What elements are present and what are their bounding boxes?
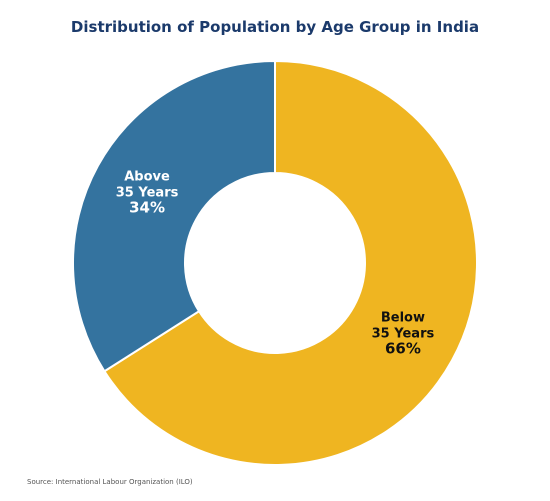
slice-label-line: Below bbox=[381, 310, 425, 325]
slice-percent: 66% bbox=[385, 339, 421, 357]
slice-label-line: 35 Years bbox=[116, 186, 179, 201]
slice-label-line: Above bbox=[124, 170, 170, 185]
slice-label-line: 35 Years bbox=[372, 326, 435, 341]
chart-title: Distribution of Population by Age Group … bbox=[70, 18, 480, 36]
slice-label-0: Below 35 Years 66% bbox=[372, 310, 435, 357]
slice-below-35-years bbox=[103, 59, 478, 466]
slice-percent: 34% bbox=[129, 199, 165, 217]
slice-label-1: Above 35 Years 34% bbox=[116, 170, 179, 217]
slice-above-35-years bbox=[72, 59, 276, 373]
source-note: Source: International Labour Organizatio… bbox=[27, 478, 193, 486]
